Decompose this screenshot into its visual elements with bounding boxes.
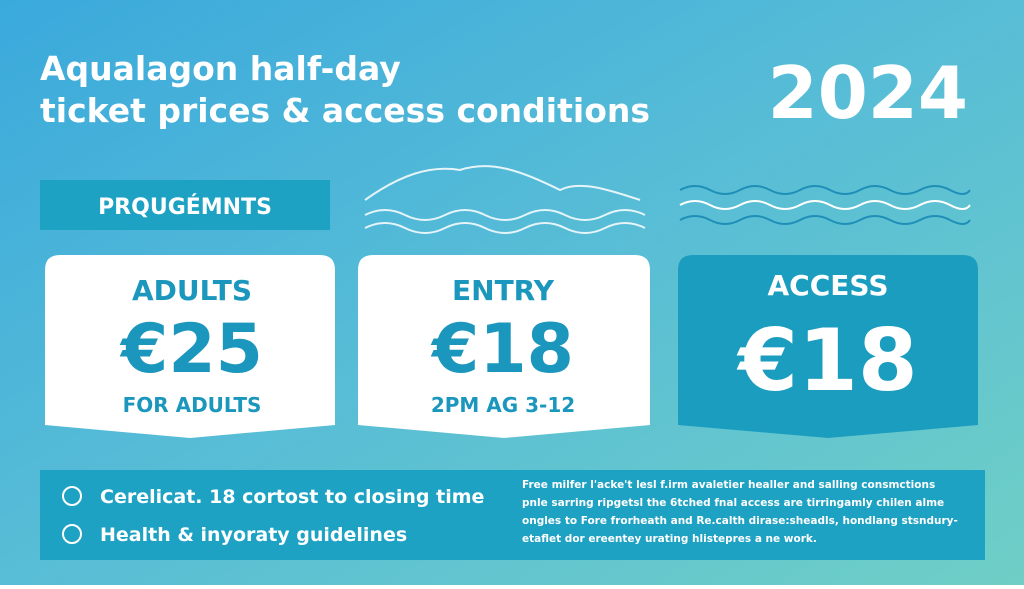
footer-text: etaflet dor ereentey urating hlistepres … xyxy=(522,533,817,545)
card-price: €18 xyxy=(430,310,574,389)
title-line: ticket prices & access conditions xyxy=(40,91,650,130)
wave-decoration xyxy=(679,185,971,225)
card-heading: ACCESS xyxy=(768,269,889,302)
icon xyxy=(62,524,82,544)
card xyxy=(45,255,335,438)
card-note: 2PM AG 3-12 xyxy=(431,393,575,417)
footer-text: ongles to Fore frorheath and Re.calth di… xyxy=(522,515,958,527)
footer-item: Cerelicat. 18 cortost to closing time xyxy=(100,486,484,508)
footer-text: Free milfer l'acke't lesl f.irm avaletie… xyxy=(522,479,935,491)
year: 2024 xyxy=(768,51,968,135)
wave-decoration xyxy=(364,165,646,234)
title-line: Aqualagon half-day xyxy=(40,49,401,88)
card-price: €25 xyxy=(119,310,263,389)
label: PRQUGÉMNTS xyxy=(98,194,272,220)
card xyxy=(358,255,650,438)
icon xyxy=(62,486,82,506)
card-heading: ADULTS xyxy=(132,274,252,307)
label-box xyxy=(40,180,330,230)
footer-bar xyxy=(40,470,985,560)
card xyxy=(678,255,978,438)
footer-item: Health & inyoraty guidelines xyxy=(100,524,407,546)
card-note: FOR ADULTS xyxy=(123,393,262,417)
card-price: €18 xyxy=(736,311,918,411)
footer-text: pnle sarring ripgetsl the 6tched fnal ac… xyxy=(522,497,944,509)
card-heading: ENTRY xyxy=(452,274,555,307)
